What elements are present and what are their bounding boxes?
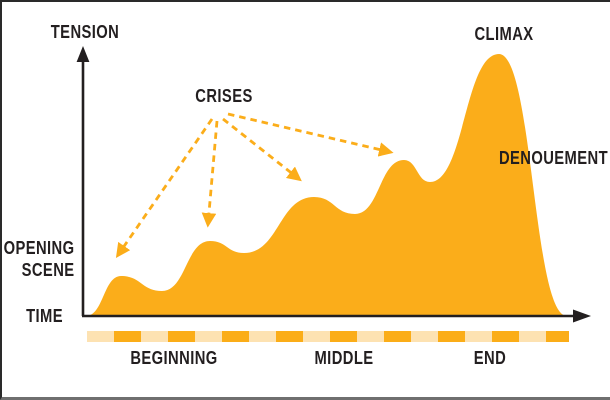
crises-arrow <box>115 118 214 258</box>
crises-label: CRISES <box>195 86 253 106</box>
timeline-bar <box>87 331 569 342</box>
timeline-middle-label: MIDDLE <box>314 348 374 368</box>
crises-arrow <box>201 120 219 228</box>
crises-arrows-group <box>115 112 394 258</box>
x-axis-title: TIME <box>26 306 63 326</box>
x-axis-arrowhead-icon <box>573 309 591 323</box>
climax-label: CLIMAX <box>474 24 534 44</box>
timeline-end-label: END <box>473 348 507 368</box>
y-axis-arrowhead-icon <box>76 46 90 62</box>
crises-arrow <box>227 112 394 157</box>
x-axis <box>82 309 591 323</box>
tension-curve-area <box>86 54 567 316</box>
opening-scene-line2: SCENE <box>22 259 75 280</box>
denouement-label: DENOUEMENT <box>498 148 608 168</box>
timeline-beginning-label: BEGINNING <box>130 348 218 368</box>
y-axis <box>76 46 90 316</box>
crises-arrow <box>222 117 302 182</box>
opening-scene-line1: OPENING <box>4 238 75 258</box>
y-axis-title: TENSION <box>50 22 120 42</box>
opening-scene-label: OPENING SCENE <box>4 238 75 282</box>
